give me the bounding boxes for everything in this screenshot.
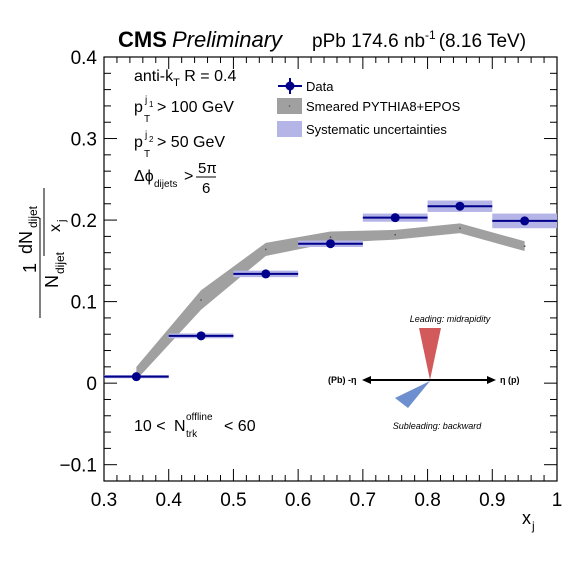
svg-text:T: T (144, 114, 150, 125)
legend-model: Smeared PYTHIA8+EPOS (277, 98, 461, 114)
data-point (520, 216, 530, 226)
model-band (135, 223, 526, 380)
subleading-label: Subleading: backward (393, 421, 483, 431)
svg-text:> 50 GeV: > 50 GeV (157, 134, 225, 151)
svg-text:5π: 5π (198, 160, 217, 177)
data-points (104, 201, 557, 382)
leading-cone (419, 328, 441, 380)
y-tick-label: 0.1 (71, 293, 97, 314)
algo-label: anti-kT R = 0.4 (134, 68, 236, 89)
svg-text:j: j (144, 95, 147, 106)
pt2-label: p j 2 T > 50 GeV (134, 130, 225, 160)
svg-text:x: x (522, 508, 531, 528)
subleading-cone (395, 381, 430, 408)
y-tick-labels: −0.1 0 0.1 0.2 0.3 0.4 (59, 48, 97, 477)
dphi-label: Δϕ dijets > 5π 6 (134, 160, 217, 197)
legend: Data Smeared PYTHIA8+EPOS Systematic unc… (277, 78, 461, 137)
svg-text:j: j (56, 220, 68, 223)
model-band-fill (136, 223, 525, 380)
legend-syst-label: Systematic uncertainties (306, 122, 447, 137)
svg-text:j: j (144, 130, 147, 141)
y-tick-label: 0.4 (71, 48, 98, 69)
legend-data: Data (278, 78, 334, 94)
systematic-boxes (104, 200, 557, 379)
y-axis-label: 1 N dijet dN dijet x j (16, 188, 68, 318)
svg-text:1: 1 (149, 100, 154, 109)
lumi-label: pPb 174.6 nb-1 (8.16 TeV) (312, 28, 526, 52)
x-tick-label: 0.4 (156, 490, 183, 511)
data-point (455, 201, 465, 211)
x-tick-label: 0.5 (220, 490, 246, 511)
x-tick-labels: 0.3 0.4 0.5 0.6 0.7 0.8 0.9 1 (91, 490, 563, 511)
legend-syst: Systematic uncertainties (277, 121, 447, 137)
svg-text:p: p (134, 134, 143, 151)
svg-text:x: x (47, 224, 64, 232)
svg-text:dijet: dijet (26, 205, 40, 228)
svg-text:N: N (42, 275, 62, 288)
model-point (200, 299, 202, 301)
svg-text:>: > (184, 168, 193, 185)
data-point (390, 213, 400, 223)
x-tick-label: 1 (552, 490, 563, 511)
y-tick-label: 0 (86, 374, 97, 395)
preliminary-label: Preliminary (172, 27, 284, 52)
multiplicity-label: 10 < N offline trk < 60 (134, 412, 256, 440)
svg-text:Δϕ: Δϕ (134, 168, 154, 185)
y-tick-label: 0.3 (71, 130, 97, 151)
svg-text:1: 1 (20, 263, 40, 273)
model-point (264, 248, 267, 251)
svg-text:dijets: dijets (154, 179, 177, 190)
plot-frame (103, 56, 558, 482)
svg-text:N: N (174, 418, 186, 435)
pb-eta-label: (Pb) -η (328, 375, 357, 385)
model-point (459, 227, 461, 230)
cms-label: CMS (118, 27, 167, 52)
cut-labels: anti-kT R = 0.4 p j 1 T > 100 GeV p j 2 … (134, 68, 236, 197)
y-tick-label: 0.2 (71, 211, 97, 232)
lumi-base: pPb 174.6 nb (312, 31, 425, 52)
legend-data-label: Data (306, 79, 334, 94)
lumi-energy: (8.16 TeV) (439, 31, 526, 52)
eta-axis-left-arrow (362, 376, 371, 384)
model-point (523, 245, 526, 248)
svg-text:> 100 GeV: > 100 GeV (157, 99, 234, 116)
svg-text:10 <: 10 < (134, 418, 166, 435)
x-tick-label: 0.6 (285, 490, 311, 511)
svg-text:offline: offline (186, 412, 213, 423)
svg-text:< 60: < 60 (224, 418, 256, 435)
leading-label: Leading: midrapidity (410, 314, 491, 324)
eta-axis-right-arrow (487, 376, 496, 384)
data-point (261, 269, 271, 279)
pt1-label: p j 1 T > 100 GeV (134, 95, 234, 125)
svg-text:dijet: dijet (53, 251, 67, 274)
axis-ticks (103, 56, 558, 482)
x-tick-label: 0.8 (414, 490, 440, 511)
svg-text:2: 2 (149, 135, 154, 144)
p-eta-label: η (p) (500, 375, 520, 385)
x-tick-label: 0.7 (350, 490, 376, 511)
svg-text:T: T (144, 149, 150, 160)
svg-text:6: 6 (202, 180, 210, 197)
svg-text:j: j (531, 519, 535, 533)
svg-text:p: p (134, 99, 143, 116)
x-tick-label: 0.9 (479, 490, 505, 511)
x-tick-label: 0.3 (91, 490, 117, 511)
legend-model-label: Smeared PYTHIA8+EPOS (306, 99, 461, 114)
svg-text:dN: dN (16, 231, 36, 254)
model-point (394, 233, 397, 236)
data-point (131, 372, 141, 382)
inset-diagram: Leading: midrapidity (Pb) -η η (p) Suble… (328, 314, 520, 431)
data-point (326, 239, 335, 249)
model-point (329, 236, 332, 239)
data-point (196, 331, 206, 341)
lumi-exp: -1 (425, 28, 436, 42)
x-axis-label: x j (522, 508, 535, 533)
y-tick-label: −0.1 (59, 456, 97, 477)
svg-text:trk: trk (186, 429, 198, 440)
